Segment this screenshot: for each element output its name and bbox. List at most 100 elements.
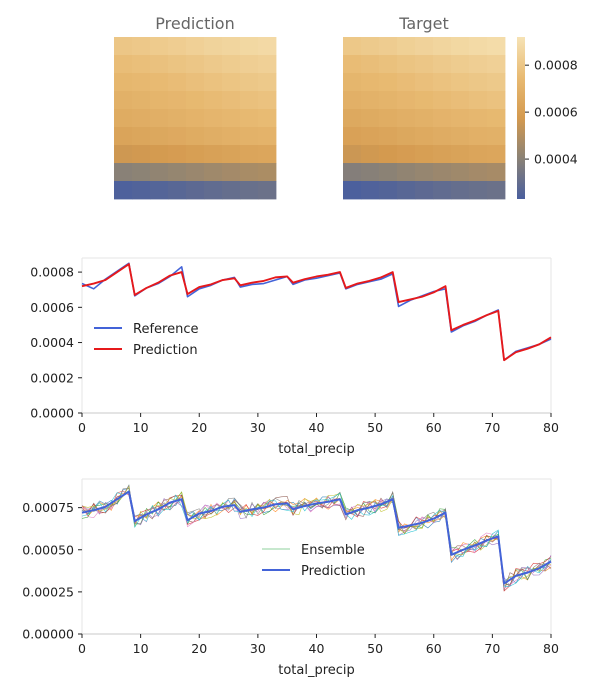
heatmap-cell (258, 181, 277, 200)
heatmap-cell (397, 181, 416, 200)
x-tick-label: 80 (543, 420, 559, 435)
heatmap-cell (361, 91, 380, 110)
heatmap-cell (240, 181, 259, 200)
x-tick-label: 30 (250, 641, 266, 656)
heatmap-cell (397, 145, 416, 164)
heatmap-cell (379, 181, 398, 200)
heatmap-cell (132, 91, 151, 110)
heatmap-cell (222, 91, 241, 110)
heatmap-cell (168, 37, 187, 56)
legend-label-prediction: Prediction (301, 564, 366, 579)
heatmap-cell (114, 55, 133, 74)
heatmap-cell (433, 163, 452, 182)
x-tick-label: 10 (133, 420, 149, 435)
x-tick-label: 20 (191, 420, 207, 435)
y-tick-label: 0.0008 (30, 265, 74, 280)
heatmap-cell (150, 181, 169, 200)
heatmap-cell (379, 163, 398, 182)
heatmap-cell (469, 145, 488, 164)
heatmap-cell (132, 145, 151, 164)
heatmap-cell (361, 127, 380, 146)
heatmap-cell (240, 73, 259, 92)
heatmap-cell (132, 73, 151, 92)
heatmap-cell (168, 55, 187, 74)
x-tick-label: 60 (426, 641, 442, 656)
heatmap-cell (240, 127, 259, 146)
colorbar: 0.0004 0.0006 0.0008 (517, 37, 578, 199)
heatmap-cell (415, 37, 434, 56)
heatmap-cell (150, 163, 169, 182)
heatmap-cell (379, 109, 398, 128)
heatmap-cell (487, 181, 506, 200)
heatmap-cell (433, 109, 452, 128)
x-tick-label: 10 (133, 641, 149, 656)
heatmap-cell (204, 163, 223, 182)
ensemble-member-line (81, 489, 552, 590)
heatmap-cell (343, 163, 362, 182)
heatmap-cell (258, 55, 277, 74)
legend-label-ensemble: Ensemble (301, 543, 365, 558)
heatmap-cell (168, 73, 187, 92)
heatmap-cell (222, 73, 241, 92)
x-tick-label: 30 (250, 420, 266, 435)
heatmap-cell (397, 91, 416, 110)
heatmap-cell (361, 73, 380, 92)
heatmap-cell (204, 73, 223, 92)
heatmap-cell (451, 109, 470, 128)
heatmap-cell (258, 145, 277, 164)
heatmap-cell (361, 181, 380, 200)
heatmap-cell (186, 163, 205, 182)
y-tick-label: 0.00025 (22, 584, 74, 599)
y-tick-label: 0.00000 (22, 627, 74, 642)
heatmap-cell (204, 37, 223, 56)
heatmap-cell (451, 127, 470, 146)
heatmap-cell (397, 37, 416, 56)
line-chart-ensemble-prediction: 0 10 20 30 40 50 60 70 80 0.00000 0.00025 0.00050 0.… (22, 478, 559, 678)
heatmap-cell (397, 109, 416, 128)
heatmap-cell (258, 127, 277, 146)
x-tick-label: 70 (484, 420, 500, 435)
heatmap-cell (150, 109, 169, 128)
heatmap-cell (258, 109, 277, 128)
series-line-prediction (81, 490, 552, 585)
heatmap-cell (150, 37, 169, 56)
heatmap-cell (361, 55, 380, 74)
heatmap-cell (487, 37, 506, 56)
y-tick-label: 0.00075 (22, 500, 74, 515)
heatmap-cell (433, 37, 452, 56)
x-tick-label: 40 (309, 420, 325, 435)
heatmap-cell (433, 73, 452, 92)
heatmap-cell (240, 163, 259, 182)
heatmap-cell (186, 145, 205, 164)
colorbar-tick-label: 0.0006 (534, 105, 578, 120)
legend-label-prediction: Prediction (133, 343, 198, 358)
x-tick-label: 0 (78, 641, 86, 656)
x-tick-label: 20 (191, 641, 207, 656)
heatmap-cell (379, 145, 398, 164)
x-axis-label: total_precip (278, 442, 355, 457)
heatmap-cell (433, 127, 452, 146)
heatmap-cell (343, 37, 362, 56)
heatmap-cell (222, 145, 241, 164)
heatmap-cell (469, 73, 488, 92)
heatmap-cell (150, 145, 169, 164)
heatmap-cell (204, 127, 223, 146)
heatmap-cell (132, 55, 151, 74)
ensemble-member-line (81, 490, 552, 588)
heatmap-cell (451, 181, 470, 200)
heatmap-cell (240, 55, 259, 74)
heatmap-cell (132, 181, 151, 200)
heatmap-cell (186, 55, 205, 74)
heatmap-cell (397, 127, 416, 146)
heatmap-cell (240, 109, 259, 128)
heatmap-cell (487, 127, 506, 146)
heatmap-cell (451, 55, 470, 74)
x-tick-label: 60 (426, 420, 442, 435)
heatmap-cell (361, 145, 380, 164)
heatmap-cell (343, 127, 362, 146)
heatmap-cell (132, 109, 151, 128)
heatmap-cell (361, 109, 380, 128)
heatmap-cell (222, 37, 241, 56)
heatmap-cell (132, 127, 151, 146)
heatmap-cell (433, 91, 452, 110)
